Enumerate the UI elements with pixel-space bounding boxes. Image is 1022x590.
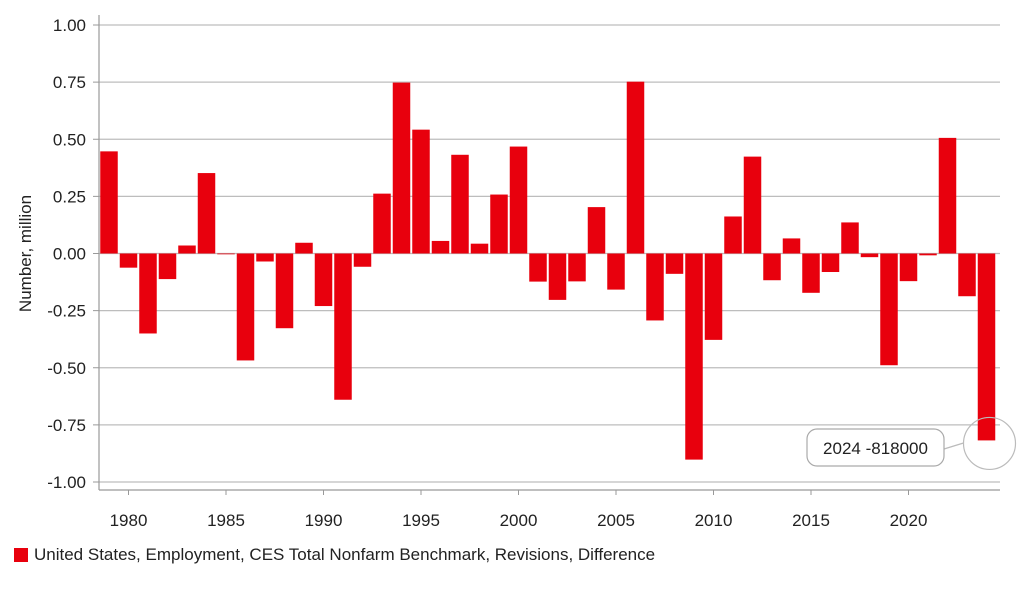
axes: 1.00 0.75 0.50 0.25 0.00 -0.25 -0.50 -0.75 -1.00… <box>47 15 1000 530</box>
bar <box>607 253 625 290</box>
annotation-label: 2024 -818000 <box>823 439 928 458</box>
bar <box>256 253 274 262</box>
annotation-box <box>806 428 945 467</box>
bar <box>782 238 801 254</box>
bar <box>373 193 391 254</box>
y-tick-label: 1.00 <box>53 16 86 35</box>
x-tick-label: 2010 <box>695 511 733 530</box>
bar <box>743 156 762 254</box>
bar <box>178 245 196 254</box>
bar <box>685 253 703 460</box>
bar <box>958 253 976 297</box>
bar <box>100 151 118 254</box>
bar <box>470 243 489 254</box>
bar <box>295 242 313 254</box>
bar <box>646 253 664 321</box>
bar <box>412 129 430 254</box>
bar <box>431 240 450 254</box>
bar <box>529 253 547 282</box>
x-tick-label: 2020 <box>890 511 928 530</box>
x-tick-label: 1980 <box>110 511 148 530</box>
y-tick-label: 0.75 <box>53 73 86 92</box>
y-tick-label: 0.00 <box>53 245 86 264</box>
y-tick-label: -1.00 <box>47 473 86 492</box>
y-tick-label: -0.75 <box>47 416 86 435</box>
bar <box>509 146 528 254</box>
bar <box>802 253 820 293</box>
bar <box>899 253 918 282</box>
bar <box>665 253 684 274</box>
bar <box>139 253 157 334</box>
bar <box>158 253 177 280</box>
bar <box>587 207 606 254</box>
x-tick-label: 1990 <box>305 511 343 530</box>
x-tick-label: 2000 <box>500 511 538 530</box>
bar <box>841 222 859 254</box>
bar <box>334 253 352 400</box>
bar <box>392 82 411 254</box>
bar <box>938 137 957 254</box>
y-tick-label: 0.25 <box>53 187 86 206</box>
y-tick-label: 0.50 <box>53 130 86 149</box>
bar <box>451 154 469 254</box>
bar <box>548 253 567 300</box>
bar <box>275 253 294 329</box>
bar <box>314 253 333 307</box>
bar <box>919 253 937 256</box>
legend-label: United States, Employment, CES Total Non… <box>34 545 656 564</box>
bar <box>490 194 508 254</box>
x-tick-label: 1995 <box>402 511 440 530</box>
bar <box>353 253 372 267</box>
bar-chart: 1.00 0.75 0.50 0.25 0.00 -0.25 -0.50 -0.75 -1.00… <box>16 15 1017 530</box>
x-tick-label: 1985 <box>207 511 245 530</box>
bar <box>763 253 781 281</box>
y-axis-label: Number, million <box>16 195 35 312</box>
y-tick-label: -0.25 <box>47 302 86 321</box>
bar <box>197 173 216 254</box>
legend: United States, Employment, CES Total Non… <box>14 545 655 565</box>
x-tick-label: 2015 <box>792 511 830 530</box>
bar <box>977 253 996 441</box>
bars <box>100 81 996 460</box>
bar <box>119 253 138 268</box>
annotation-connector <box>943 442 964 450</box>
bar <box>626 81 645 254</box>
bar <box>217 253 235 255</box>
bar <box>236 253 255 361</box>
y-axis-label-group: Number, million <box>16 195 35 312</box>
legend-swatch <box>14 548 28 562</box>
bar <box>880 253 898 366</box>
bar <box>821 253 840 273</box>
bar <box>704 253 723 340</box>
bar <box>860 253 879 258</box>
x-tick-label: 2005 <box>597 511 635 530</box>
bar <box>568 253 586 282</box>
y-tick-label: -0.50 <box>47 359 86 378</box>
annotation-group: 2024 -818000 <box>806 416 1017 471</box>
bar <box>724 216 742 254</box>
